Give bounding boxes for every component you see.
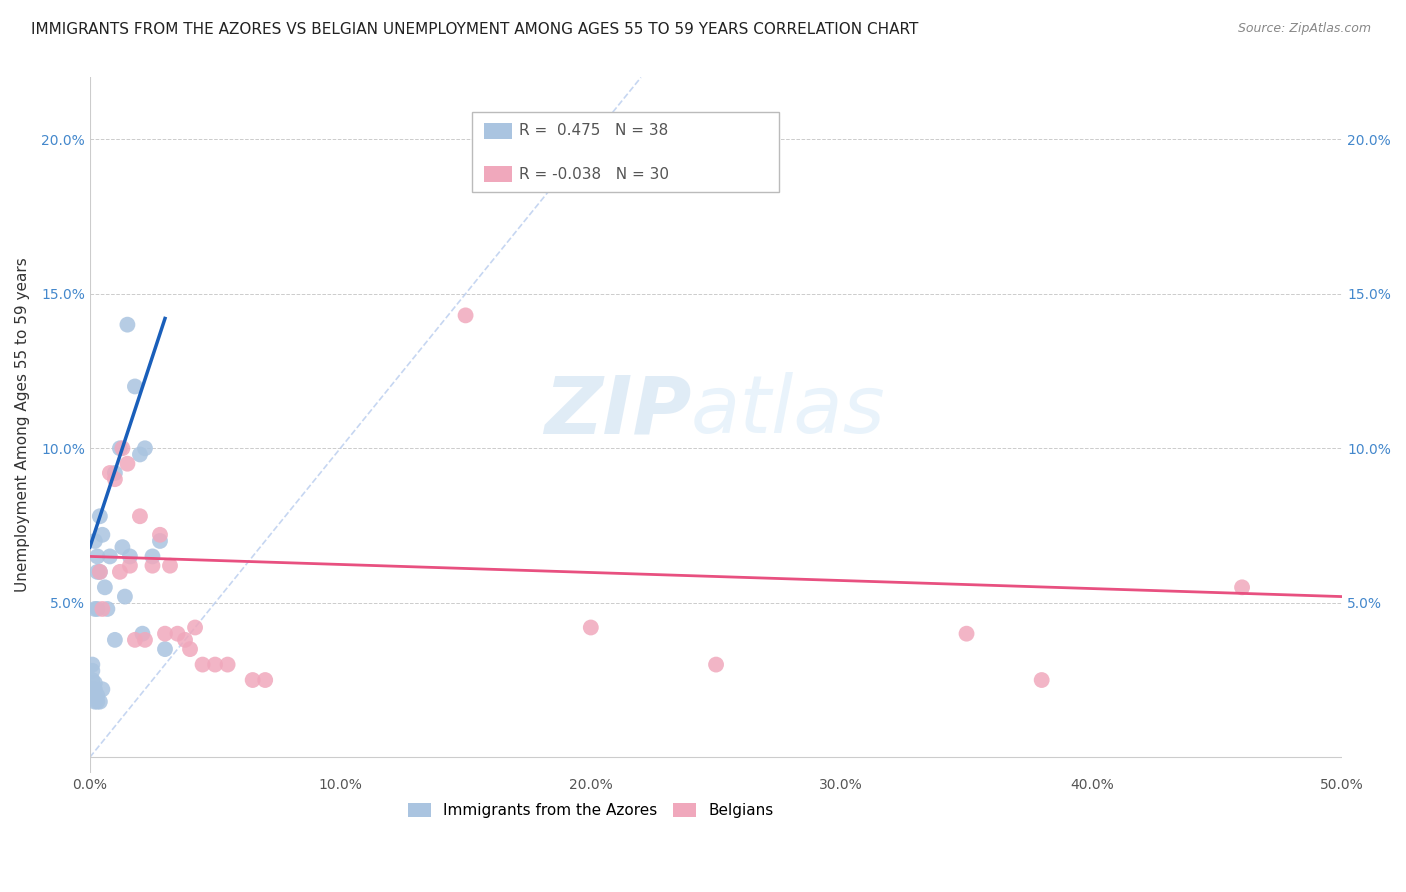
Point — [242, 673, 264, 687]
FancyBboxPatch shape — [484, 167, 512, 182]
Point — [83, 533, 105, 548]
Point — [94, 580, 117, 594]
Point — [89, 695, 111, 709]
Point — [129, 447, 152, 461]
Point — [118, 558, 141, 573]
Point — [129, 509, 152, 524]
Point — [184, 620, 207, 634]
Point — [118, 549, 141, 564]
Point — [141, 558, 163, 573]
Point — [166, 626, 188, 640]
Point — [117, 457, 139, 471]
Point — [108, 565, 131, 579]
Point — [82, 682, 104, 697]
Point — [179, 642, 201, 657]
Point — [111, 540, 134, 554]
Text: IMMIGRANTS FROM THE AZORES VS BELGIAN UNEMPLOYMENT AMONG AGES 55 TO 59 YEARS COR: IMMIGRANTS FROM THE AZORES VS BELGIAN UN… — [31, 22, 918, 37]
Point — [153, 626, 176, 640]
Text: Source: ZipAtlas.com: Source: ZipAtlas.com — [1237, 22, 1371, 36]
Point — [82, 673, 104, 687]
Point — [82, 689, 104, 703]
Point — [955, 626, 977, 640]
Point — [91, 528, 114, 542]
Point — [131, 626, 153, 640]
Point — [149, 533, 172, 548]
Text: ZIP: ZIP — [544, 372, 690, 450]
Point — [153, 642, 176, 657]
Point — [149, 528, 172, 542]
Text: R =  0.475   N = 38: R = 0.475 N = 38 — [519, 123, 669, 138]
Point — [117, 318, 139, 332]
Point — [104, 466, 127, 480]
Point — [86, 602, 108, 616]
Point — [89, 565, 111, 579]
Point — [86, 565, 108, 579]
Point — [254, 673, 277, 687]
Point — [96, 602, 118, 616]
Point — [82, 657, 104, 672]
Point — [86, 695, 108, 709]
Point — [111, 442, 134, 456]
Point — [91, 602, 114, 616]
Point — [104, 472, 127, 486]
Point — [124, 379, 146, 393]
Point — [83, 695, 105, 709]
Point — [98, 466, 121, 480]
Point — [704, 657, 727, 672]
Point — [134, 632, 156, 647]
Point — [1031, 673, 1053, 687]
FancyBboxPatch shape — [472, 112, 779, 192]
Point — [108, 442, 131, 456]
Point — [454, 309, 477, 323]
Text: R = -0.038   N = 30: R = -0.038 N = 30 — [519, 167, 669, 182]
Point — [579, 620, 602, 634]
Point — [124, 632, 146, 647]
Point — [86, 689, 108, 703]
Point — [1230, 580, 1253, 594]
Point — [204, 657, 226, 672]
Point — [217, 657, 239, 672]
Point — [141, 549, 163, 564]
Point — [82, 664, 104, 678]
Point — [91, 682, 114, 697]
Point — [83, 689, 105, 703]
Point — [114, 590, 136, 604]
Point — [86, 549, 108, 564]
Point — [83, 682, 105, 697]
Point — [89, 509, 111, 524]
Point — [89, 565, 111, 579]
Y-axis label: Unemployment Among Ages 55 to 59 years: Unemployment Among Ages 55 to 59 years — [15, 258, 30, 592]
Point — [174, 632, 197, 647]
Point — [98, 549, 121, 564]
Point — [83, 602, 105, 616]
Point — [83, 676, 105, 690]
Point — [191, 657, 214, 672]
Point — [159, 558, 181, 573]
Text: atlas: atlas — [690, 372, 886, 450]
FancyBboxPatch shape — [484, 123, 512, 138]
Point — [104, 632, 127, 647]
Legend: Immigrants from the Azores, Belgians: Immigrants from the Azores, Belgians — [402, 797, 779, 824]
Point — [134, 442, 156, 456]
